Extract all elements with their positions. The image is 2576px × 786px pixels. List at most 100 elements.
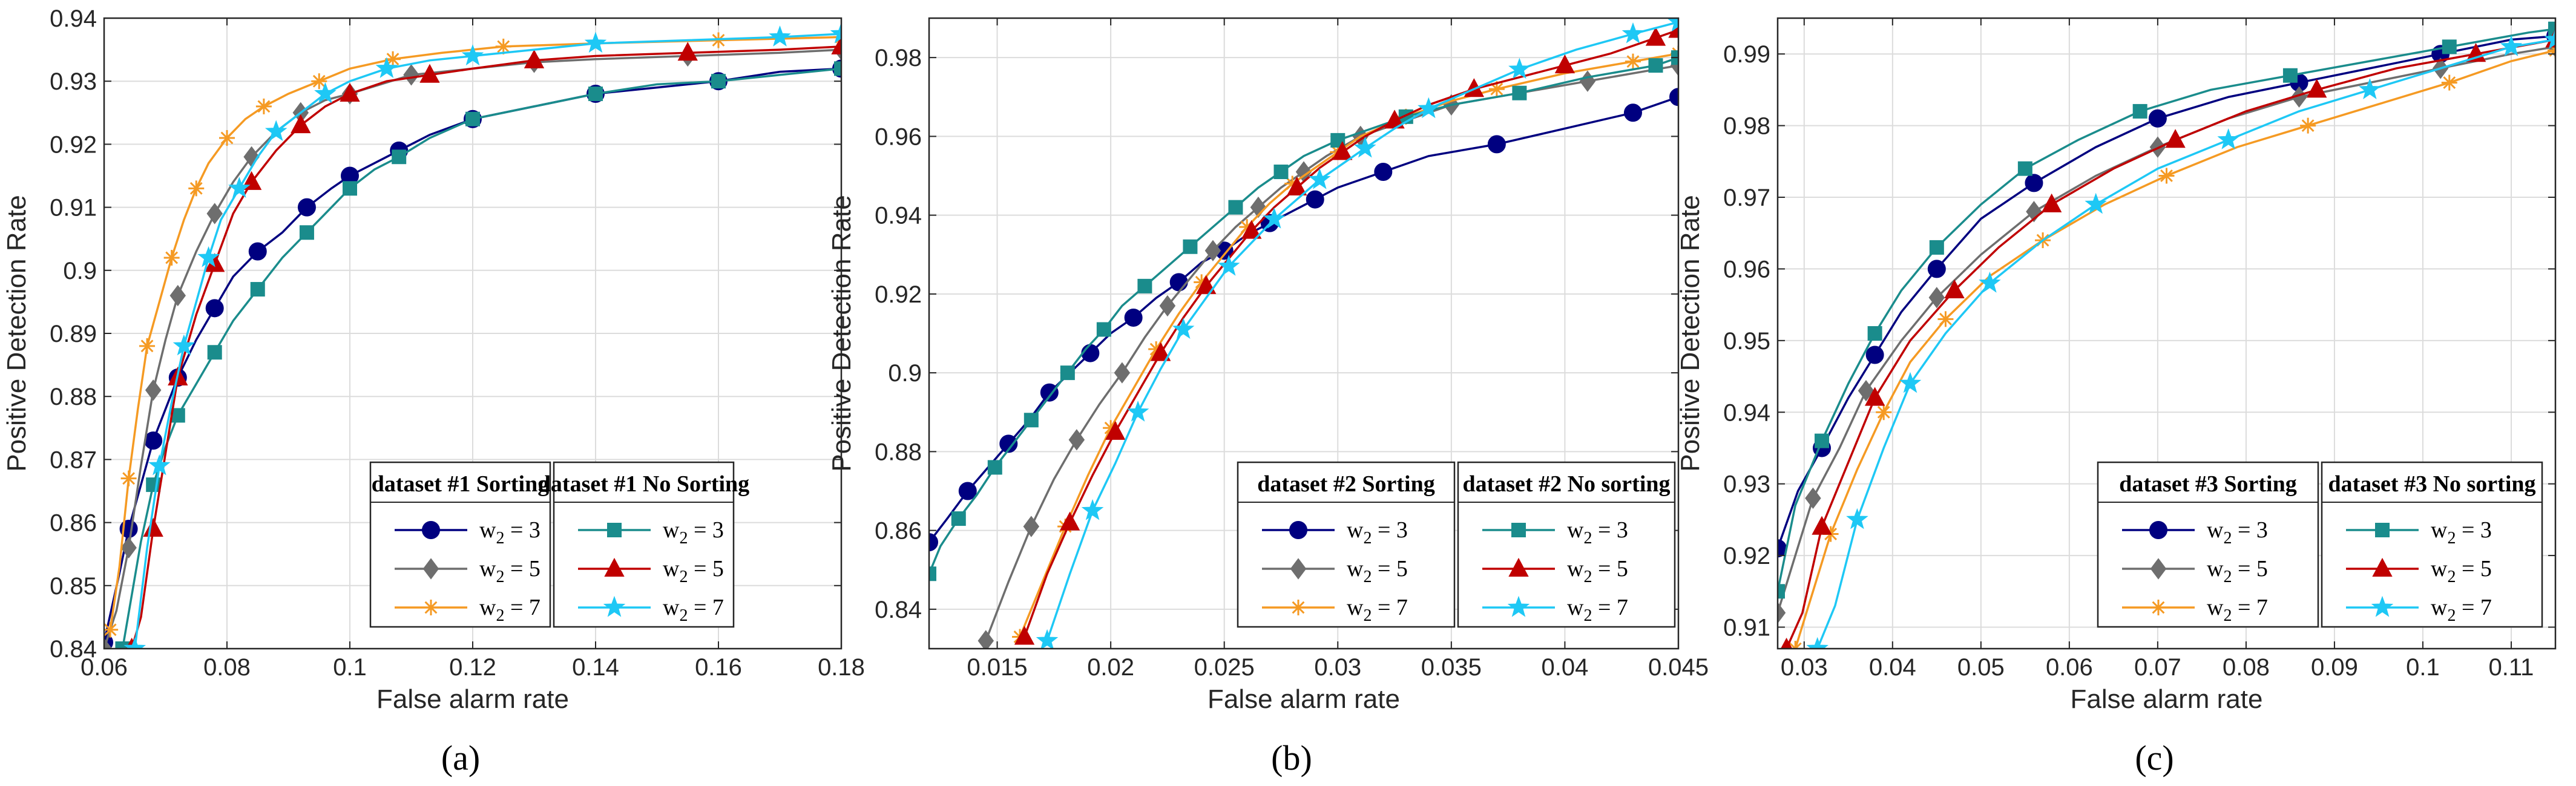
data-point-triangle — [1105, 421, 1126, 440]
legend-entry-label: w2 = 3 — [1347, 517, 1408, 548]
chart-panel-c: 0.03 0.04 0.05 0.06 0.07 0.08 0.09 0.1 0.11 0.91 0… — [1675, 17, 2557, 778]
legend-entry-label: w2 = 7 — [2207, 595, 2268, 625]
legend-marker-diamond — [2150, 558, 2167, 580]
legend-marker-triangle — [2372, 557, 2393, 577]
legend-marker-circle — [2149, 521, 2167, 539]
y-tick-label: 0.88 — [875, 439, 922, 465]
data-point-circle — [144, 431, 163, 450]
legend-entry-label: w2 = 7 — [1567, 595, 1628, 625]
legend-entry-label: w2 = 5 — [1567, 556, 1628, 586]
legend-label-tail: = 3 — [504, 517, 540, 543]
y-tick-label: 0.89 — [50, 321, 97, 347]
data-point-star — [1309, 168, 1331, 189]
data-point-star — [123, 637, 146, 649]
x-tick-label: 0.08 — [203, 654, 251, 681]
data-point-square — [1096, 322, 1111, 337]
legend-group-box — [2321, 461, 2543, 628]
data-point-diamond — [1805, 487, 1821, 509]
data-point-square — [2132, 103, 2147, 119]
data-point-triangle — [1287, 176, 1307, 196]
legend-label-tail: = 7 — [2232, 595, 2267, 620]
legend-title: dataset #3 No sorting — [2328, 471, 2535, 497]
series-group-a — [104, 22, 841, 649]
series-line — [121, 67, 841, 649]
data-point-square — [2017, 161, 2032, 176]
y-tick-label: 0.97 — [1723, 185, 1770, 211]
series-c-3 — [1778, 21, 2555, 599]
legend-label-tail: = 7 — [2456, 595, 2491, 620]
legend-label-tail: = 7 — [688, 595, 723, 620]
legend-label-subscript: 2 — [679, 529, 688, 548]
legend-label-base: w — [1347, 595, 1364, 620]
axes-box-b — [928, 17, 1680, 650]
y-tick-label: 0.86 — [50, 510, 97, 537]
legend-entry-label: w2 = 5 — [663, 556, 724, 586]
legend-entry-label: w2 = 7 — [2431, 595, 2492, 625]
data-point-star — [1979, 271, 2001, 293]
data-point-square — [1060, 365, 1075, 381]
panels: 0.06 0.08 0.1 0.12 0.14 0.16 0.180.840.850.860… — [2, 5, 2557, 778]
data-point-asterisk — [255, 98, 272, 114]
data-point-asterisk — [1876, 404, 1892, 421]
legend-label-base: w — [2207, 595, 2224, 620]
data-point-diamond — [1114, 362, 1131, 384]
x-tick-label: 0.11 — [2489, 654, 2534, 681]
legend-label-tail: = 3 — [2232, 517, 2267, 543]
data-point-triangle — [1812, 516, 1832, 535]
data-point-asterisk — [188, 180, 205, 197]
data-point-square — [1929, 240, 1944, 255]
legend-label-subscript: 2 — [1583, 568, 1592, 586]
x-axis-label: False alarm rate — [376, 684, 569, 714]
data-point-triangle — [2165, 129, 2186, 148]
data-point-diamond — [104, 638, 113, 649]
data-point-asterisk — [1625, 53, 1641, 70]
legend-group-box — [553, 461, 735, 628]
legend-label-base: w — [479, 517, 496, 543]
data-point-asterisk — [163, 249, 180, 266]
legend-entry: w2 = 5 — [2346, 556, 2492, 586]
data-point-star — [1217, 255, 1240, 276]
data-point-diamond — [1204, 240, 1221, 261]
data-point-diamond — [978, 630, 994, 649]
data-point-triangle — [291, 114, 311, 134]
data-point-asterisk — [1937, 311, 1954, 327]
legend-label-tail: = 3 — [1592, 517, 1628, 543]
legend-entry-label: w2 = 5 — [2207, 556, 2268, 586]
data-point-circle — [1669, 88, 1678, 106]
legend-label-subscript: 2 — [679, 606, 688, 625]
data-point-square — [588, 87, 603, 102]
legend-entry-label: w2 = 5 — [2431, 556, 2492, 586]
series-a-5 — [123, 22, 841, 649]
data-point-asterisk — [311, 73, 327, 90]
legend-label-subscript: 2 — [1363, 568, 1372, 586]
y-axis-label: Positive Detection Rate — [1675, 195, 1705, 471]
data-point-circle — [1169, 273, 1188, 292]
data-point-asterisk — [104, 621, 119, 638]
data-point-triangle — [1645, 27, 1666, 46]
axes-box-c — [1776, 17, 2557, 650]
legend-entry: w2 = 5 — [395, 556, 540, 586]
data-point-star — [2500, 35, 2523, 56]
data-point-star — [1172, 318, 1195, 339]
data-point-square — [207, 345, 222, 360]
x-tick-label: 0.12 — [449, 654, 496, 681]
data-point-star — [197, 246, 220, 267]
series-group-b — [929, 18, 1678, 649]
data-point-square — [299, 225, 314, 240]
data-point-square — [1137, 278, 1152, 293]
legend-label-base: w — [2207, 517, 2224, 543]
y-tick-label: 0.88 — [50, 384, 97, 410]
data-point-star — [1418, 97, 1440, 119]
legend-marker-circle — [1289, 521, 1307, 539]
legend-label-subscript: 2 — [2223, 529, 2232, 548]
series-a-4 — [125, 35, 841, 649]
y-tick-label: 0.94 — [875, 203, 922, 229]
legend-label-tail: = 5 — [688, 556, 723, 581]
legend-label-tail: = 5 — [504, 556, 540, 581]
legend-label-tail: = 5 — [1592, 556, 1628, 581]
data-point-star — [375, 57, 398, 78]
data-point-diamond — [1778, 602, 1786, 624]
legend-label-base: w — [663, 517, 680, 543]
